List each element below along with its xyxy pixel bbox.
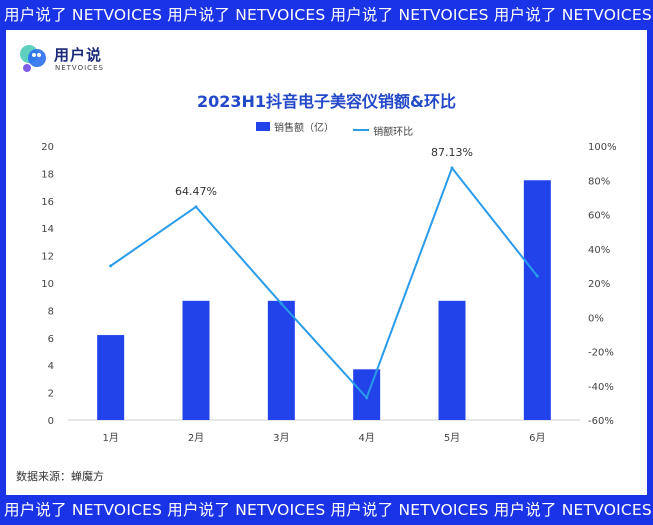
x-tick-label: 5月 [444,432,460,444]
data-label: 87.13% [431,146,473,159]
bottom-banner: 用户说了 NETVOICES 用户说了 NETVOICES 用户说了 NETVO… [4,501,652,519]
legend-label-sales: 销售额（亿） [274,123,334,134]
logo-subtitle: NETVOICES [55,64,104,72]
logo-name: 用户说 [54,46,103,64]
bar [523,180,551,420]
y-left-tick-label: 8 [48,306,54,317]
y-left-tick-label: 2 [48,389,54,400]
data-label: 64.47% [175,185,217,198]
y-right-tick-label: -20% [588,348,614,359]
y-left-tick-label: 0 [48,416,54,427]
line-point [279,302,283,306]
speech-bubble-logo-icon [20,45,46,72]
y-right-tick-label: 40% [588,245,610,256]
line-point [535,274,539,278]
chart-plot: 0 2 4 6 8 10 12 14 16 18 20 -60% -40% -20% 0% 20% 40% 60%… [41,142,617,444]
line-series-mom [110,166,539,400]
x-tick-label: 4月 [358,432,374,444]
chart-card: 用户说 NETVOICES 2023H1抖音电子美容仪销额&环比 销售额（亿） … [6,30,647,495]
top-banner: 用户说了 NETVOICES 用户说了 NETVOICES 用户说了 NETVO… [4,6,652,24]
y-left-tick-label: 12 [41,252,54,263]
bar [438,300,466,420]
legend-label-mom: 销额环比 [373,126,414,138]
legend-line-swatch [353,129,370,131]
y-right-tick-label: -60% [588,416,614,427]
bar [97,335,125,420]
line-point [450,166,454,170]
y-left-tick-label: 14 [41,224,54,235]
x-tick-label: 2月 [188,432,204,444]
x-tick-label: 6月 [529,432,545,444]
logo: 用户说 NETVOICES [18,42,138,76]
legend-bar-swatch [256,122,270,131]
line-point [365,396,369,400]
y-left-tick-label: 6 [48,334,54,345]
y-right-tick-label: 80% [588,176,610,187]
y-right-tick-label: -40% [588,382,614,393]
data-source: 数据来源：蝉魔方 [16,470,104,483]
chart-legend: 销售额（亿） 销额环比 [256,119,429,138]
y-right-tick-label: 100% [588,142,617,153]
y-left-tick-label: 20 [41,142,54,153]
line-point [109,264,113,268]
line-point [194,205,198,209]
y-right-tick-label: 0% [588,313,604,324]
legend-item-mom: 销额环比 [353,123,413,138]
y-left-tick-label: 10 [41,279,54,290]
y-left-tick-label: 16 [41,197,54,208]
bar [182,300,210,420]
y-left-tick-label: 4 [48,361,54,372]
chart-title: 2023H1抖音电子美容仪销额&环比 [196,92,456,111]
bar [267,300,295,420]
bar [353,369,381,420]
y-left-tick-label: 18 [41,169,54,180]
legend-item-sales: 销售额（亿） [256,119,334,134]
x-tick-label: 3月 [273,432,289,444]
y-right-tick-label: 20% [588,279,610,290]
x-tick-label: 1月 [102,432,118,444]
y-right-tick-label: 60% [588,211,610,222]
